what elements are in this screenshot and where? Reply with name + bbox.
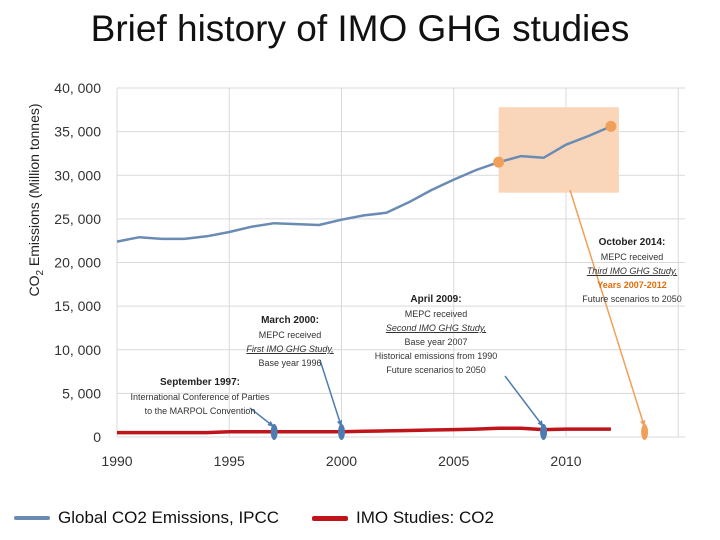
annotation-arrows	[249, 189, 646, 428]
arrow-october-2014	[569, 189, 646, 428]
annotation-2014-line-4: Future scenarios to 2050	[582, 294, 682, 304]
y-tick-label: 35, 000	[54, 124, 101, 140]
legend-swatch-imo	[312, 515, 348, 521]
annotation-2014: October 2014: MEPC received Third IMO GH…	[570, 236, 694, 306]
arrow-april-2009	[504, 375, 545, 428]
event-marker-march-2000	[338, 424, 345, 440]
series-line-imo	[117, 426, 611, 435]
annotation-2014-head: October 2014:	[598, 237, 666, 248]
annotation-2009-line-3: Base year 2007	[404, 337, 468, 347]
highlight-marker	[605, 120, 617, 132]
highlight-marker	[493, 156, 505, 168]
annotation-1997-line-2: to the MARPOL Convention	[144, 406, 256, 416]
series-lines	[116, 125, 612, 435]
event-marker-april-2009	[540, 424, 548, 440]
x-tick-label: 2000	[326, 453, 357, 469]
annotation-2009-line-1: MEPC received	[404, 309, 468, 319]
grid	[116, 87, 685, 438]
series-line-ipcc	[116, 125, 612, 243]
annotation-2009-line-5: Future scenarios to 2050	[386, 365, 486, 375]
legend-item-ipcc: Global CO2 Emissions, IPCC	[14, 508, 279, 528]
legend-swatch-ipcc	[14, 516, 50, 520]
chart-title: Brief history of IMO GHG studies	[90, 8, 630, 49]
y-axis-title: CO2 Emissions (Million tonnes)	[26, 103, 46, 297]
arrow-march-2000	[319, 359, 343, 428]
y-tick-label: 5, 000	[62, 385, 101, 401]
annotation-2009-head: April 2009:	[410, 294, 462, 305]
annotation-2000-line-1: MEPC received	[258, 330, 322, 340]
y-tick-label: 40, 000	[54, 80, 101, 96]
y-tick-label: 15, 000	[54, 298, 101, 314]
annotation-2009-line-4: Historical emissions from 1990	[374, 351, 498, 361]
event-marker-october-2014	[641, 424, 649, 440]
legend-label-imo: IMO Studies: CO2	[356, 508, 494, 527]
annotation-2009-line-2: Second IMO GHG Study,	[385, 323, 487, 333]
axis-ticks: 0 5, 000 10, 000 15, 000 20, 000 25, 000 30, 0…	[54, 80, 581, 469]
y-tick-label: 0	[93, 429, 101, 445]
x-tick-label: 1990	[101, 453, 132, 469]
y-tick-label: 30, 000	[54, 167, 101, 183]
y-tick-label: 20, 000	[54, 255, 101, 271]
event-marker-september-1997	[270, 424, 278, 440]
x-tick-label: 1995	[214, 453, 245, 469]
annotation-2000-line-3: Base year 1996	[258, 358, 322, 368]
y-tick-label: 10, 000	[54, 342, 101, 358]
x-tick-label: 2005	[438, 453, 469, 469]
annotation-1997: September 1997: International Conference…	[110, 376, 290, 418]
annotation-2014-line-2: Third IMO GHG Study,	[586, 266, 678, 276]
legend-item-imo: IMO Studies: CO2	[312, 508, 494, 528]
annotation-1997-head: September 1997:	[159, 377, 241, 388]
annotation-2000-head: March 2000:	[261, 315, 319, 326]
x-tick-label: 2010	[550, 453, 581, 469]
annotation-2014-line-1: MEPC received	[600, 252, 664, 262]
annotation-2000: March 2000: MEPC received First IMO GHG …	[232, 314, 348, 370]
y-tick-label: 25, 000	[54, 211, 101, 227]
markers	[270, 120, 649, 440]
legend-label-ipcc: Global CO2 Emissions, IPCC	[58, 508, 280, 527]
annotation-2000-line-2: First IMO GHG Study,	[246, 344, 334, 354]
annotation-2009: April 2009: MEPC received Second IMO GHG…	[360, 293, 512, 377]
annotation-1997-line-1: International Conference of Parties	[130, 392, 270, 402]
annotation-2014-line-3: Years 2007-2012	[597, 280, 667, 290]
